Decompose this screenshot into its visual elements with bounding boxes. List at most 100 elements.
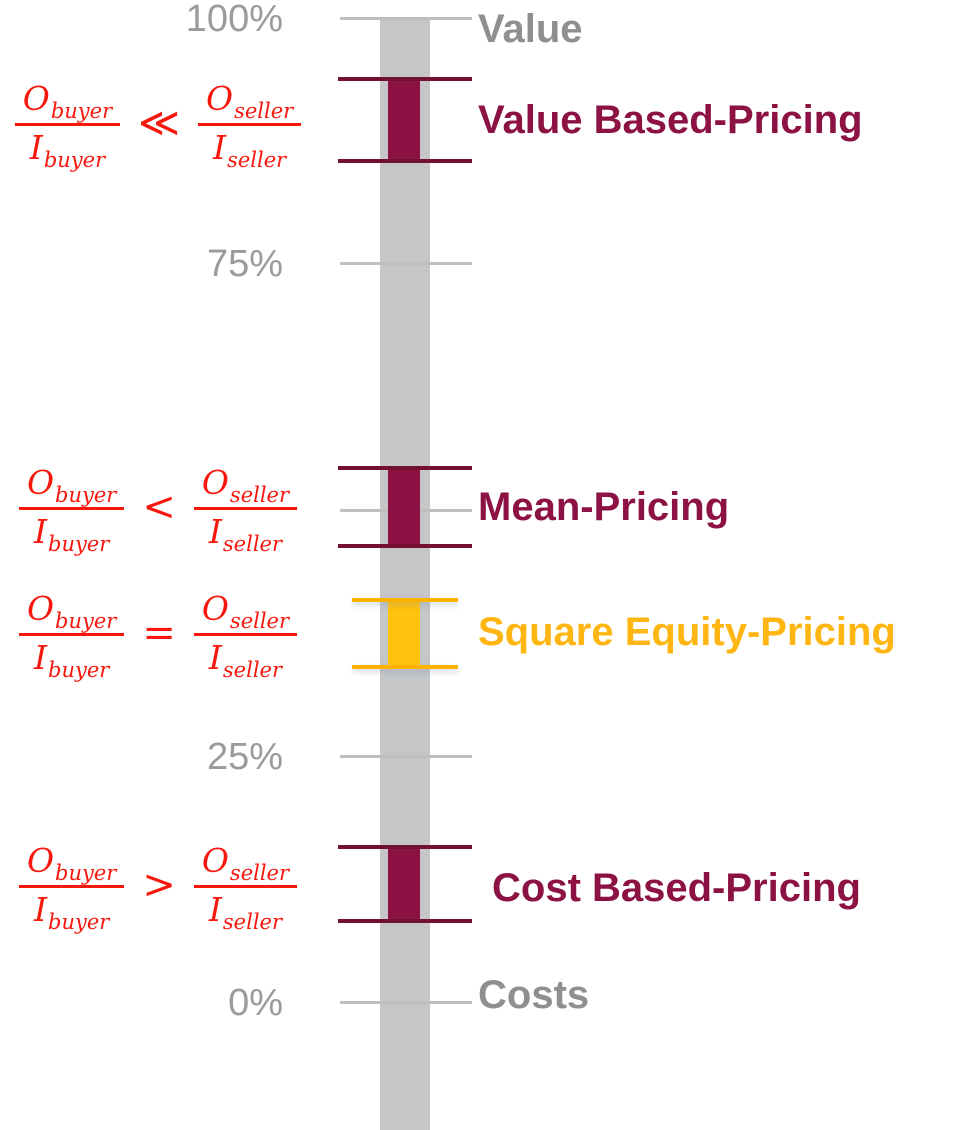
whisker-bottom-square-equity	[352, 665, 458, 669]
axis-endpoint-costs-label: Costs	[478, 973, 590, 1017]
whisker-bottom-mean	[338, 544, 472, 548]
whisker-bottom-value-based	[338, 159, 472, 163]
strategy-label-cost-based: Cost Based-Pricing	[492, 866, 861, 910]
denominator-subscript: seller	[227, 147, 287, 172]
fraction-bar	[18, 506, 125, 510]
numerator-letter: O	[22, 78, 50, 118]
whisker-top-cost-based	[338, 845, 472, 849]
relation-operator-greater: >	[142, 862, 176, 908]
tick-label-75: 75%	[206, 243, 283, 285]
numerator-subscript: buyer	[55, 608, 117, 633]
whisker-top-value-based	[338, 77, 472, 81]
denominator-subscript: seller	[222, 657, 283, 682]
whisker-bottom-cost-based	[338, 919, 472, 923]
numerator-subscript: buyer	[55, 482, 117, 507]
numerator-letter: O	[206, 78, 234, 118]
numerator-subscript: seller	[229, 482, 290, 507]
fraction-bar	[193, 884, 298, 888]
numerator-subscript: seller	[229, 860, 290, 885]
numerator-subscript: seller	[229, 608, 290, 633]
denominator-letter: I	[33, 511, 48, 551]
tick-line-0	[340, 1001, 472, 1004]
relation-operator-equals: =	[142, 610, 176, 656]
segment-square-equity-pricing	[388, 600, 420, 667]
strategy-label-square-equity: Square Equity-Pricing	[478, 610, 896, 654]
numerator-letter: O	[201, 462, 229, 502]
numerator-letter: O	[201, 840, 229, 880]
denominator-letter: I	[213, 127, 227, 167]
denominator-subscript: seller	[222, 909, 283, 934]
tick-line-100	[340, 17, 472, 20]
relation-operator-much-less: ≪	[138, 100, 181, 146]
whisker-top-square-equity	[352, 598, 458, 602]
whisker-top-mean	[338, 466, 472, 470]
denominator-letter: I	[33, 637, 48, 677]
fraction-bar	[198, 122, 302, 126]
tick-line-25	[340, 755, 472, 758]
fraction-bar	[18, 884, 125, 888]
numerator-subscript: seller	[234, 98, 294, 123]
strategy-label-mean: Mean-Pricing	[478, 485, 730, 529]
numerator-letter: O	[26, 462, 55, 502]
denominator-subscript: buyer	[48, 531, 110, 556]
denominator-subscript: buyer	[43, 147, 106, 172]
numerator-letter: O	[201, 588, 229, 628]
strategy-label-value-based: Value Based-Pricing	[478, 98, 863, 142]
denominator-subscript: buyer	[48, 657, 110, 682]
value-axis-bar	[380, 18, 430, 1130]
fraction-bar	[18, 632, 125, 636]
fraction-bar	[193, 632, 298, 636]
segment-mean-pricing	[388, 468, 420, 546]
fraction-bar	[193, 506, 298, 510]
segment-value-based-pricing	[388, 79, 420, 161]
numerator-subscript: buyer	[55, 860, 117, 885]
relation-operator-less: <	[142, 484, 176, 530]
tick-label-100: 100%	[185, 0, 283, 40]
tick-line-75	[340, 262, 472, 265]
denominator-letter: I	[208, 637, 222, 677]
fraction-bar	[14, 122, 121, 126]
axis-endpoint-value-label: Value	[478, 7, 583, 51]
numerator-letter: O	[26, 588, 55, 628]
numerator-subscript: buyer	[50, 98, 113, 123]
tick-label-25: 25%	[206, 736, 283, 778]
segment-cost-based-pricing	[388, 847, 420, 921]
denominator-subscript: buyer	[48, 909, 110, 934]
denominator-letter: I	[29, 127, 43, 167]
denominator-letter: I	[208, 889, 222, 929]
denominator-letter: I	[208, 511, 222, 551]
denominator-subscript: seller	[222, 531, 283, 556]
numerator-letter: O	[26, 840, 55, 880]
denominator-letter: I	[33, 889, 48, 929]
tick-label-0: 0%	[228, 982, 283, 1024]
